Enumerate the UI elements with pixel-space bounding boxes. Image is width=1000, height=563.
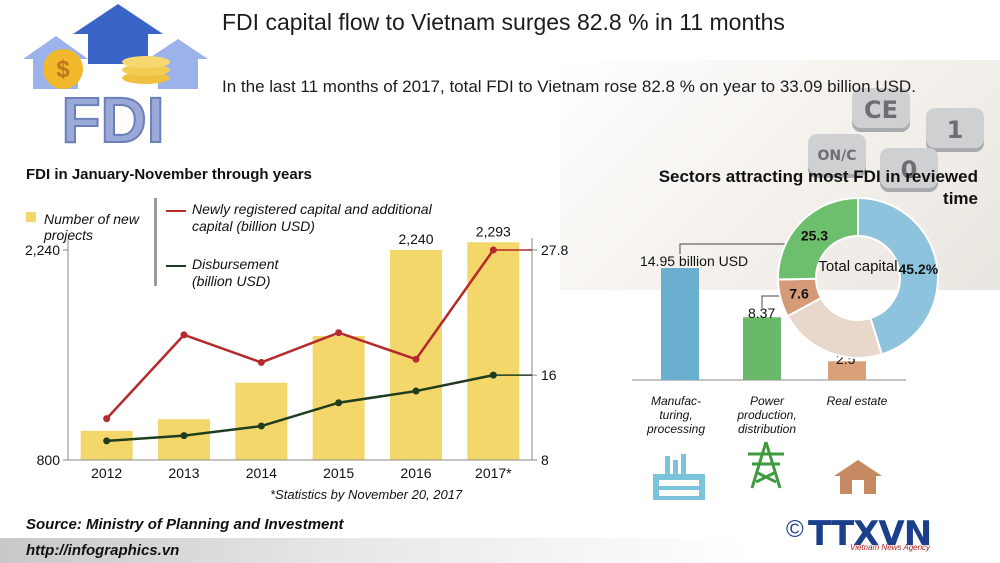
right-tick-label-2: 27.8	[541, 242, 568, 258]
copyright-icon: ©	[786, 516, 804, 543]
x-tick-label-1: 2013	[168, 465, 199, 481]
donut-slice-3	[777, 196, 859, 281]
x-tick-label-4: 2016	[400, 465, 431, 481]
sector-label-manufacturing: Manufac-turing, processing	[646, 394, 706, 436]
agency-subtitle: Vietnam News Agency	[850, 543, 931, 552]
left-tick-label-1: 2,240	[25, 242, 60, 258]
svg-text:$: $	[56, 56, 70, 83]
calculator-key: CE	[852, 88, 910, 132]
house-icon	[834, 460, 882, 494]
arrow-up-icon	[73, 4, 163, 64]
chart-footnote: *Statistics by November 20, 2017	[270, 487, 463, 502]
x-tick-label-3: 2015	[323, 465, 354, 481]
donut-slice-label-2: 7.6	[789, 286, 809, 302]
legend-label-disbursement: Disbursement (billion USD)	[192, 256, 279, 289]
sector-bar-0	[661, 268, 699, 380]
left-tick-label-0: 800	[37, 452, 61, 468]
line-point-1-0	[103, 415, 111, 423]
bar-label-4: 2,240	[398, 231, 433, 247]
donut-center-label: Total capital	[818, 258, 898, 275]
legend-swatch-projects	[26, 212, 36, 222]
line-point-2-1	[180, 432, 188, 440]
donut-slice-label-3: 25.3	[801, 227, 828, 243]
x-tick-label-2: 2014	[246, 465, 277, 481]
line-point-2-3	[335, 399, 343, 407]
bar-projects-0	[80, 430, 133, 460]
sector-label-power: Power production, distribution	[737, 394, 797, 436]
power-tower-icon	[748, 441, 784, 489]
x-tick-label-0: 2012	[91, 465, 122, 481]
sector-label-realestate: Real estate	[826, 394, 888, 408]
sector-value-label-1: 8.37	[748, 305, 775, 321]
bar-projects-5	[467, 242, 520, 460]
line-point-2-2	[257, 422, 265, 430]
calculator-key: ON/C	[808, 134, 866, 178]
bar-projects-4	[390, 250, 442, 460]
bar-projects-1	[158, 419, 210, 460]
chart-title: FDI in January-November through years	[26, 166, 312, 183]
legend-line-disbursement	[166, 265, 186, 267]
line-point-2-0	[103, 437, 111, 445]
fdi-logo: $ FDI	[23, 4, 208, 154]
donut-slice-label-0: 45.2%	[898, 261, 938, 277]
line-point-1-1	[180, 331, 188, 339]
agency-logo: TTXVN	[808, 514, 932, 554]
page-subtitle: In the last 11 months of 2017, total FDI…	[222, 77, 916, 96]
leader-manufacturing	[679, 243, 810, 254]
line-point-1-3	[335, 329, 343, 337]
sector-chart-title: Sectors attracting most FDI in reviewed …	[658, 167, 978, 208]
dollar-coin-icon	[43, 49, 83, 89]
line-point-2-4	[412, 387, 420, 395]
logo-text: FDI	[61, 84, 164, 154]
right-tick-label-1: 16	[541, 367, 557, 383]
sector-bar-1	[743, 317, 781, 380]
legend-divider	[154, 198, 157, 286]
sector-value-label-0: 14.95 billion USD	[640, 253, 748, 269]
bar-projects-3	[312, 336, 365, 460]
donut-slice-0	[857, 196, 939, 356]
calculator-key: 1	[926, 108, 984, 152]
calculator-key: 0	[880, 148, 938, 192]
source-text: Source: Ministry of Planning and Investm…	[26, 516, 344, 533]
line-series-1	[105, 249, 495, 420]
line-point-1-2	[257, 358, 265, 366]
line-point-1-4	[412, 355, 420, 363]
legend-line-registered	[166, 210, 186, 212]
legend-label-projects: Number of new projects	[44, 211, 139, 243]
line-series-2	[106, 373, 494, 443]
x-tick-label-5: 2017*	[475, 465, 512, 481]
sector-bar-2	[828, 361, 866, 380]
right-tick-label-0: 8	[541, 452, 549, 468]
bar-label-5: 2,293	[476, 223, 511, 239]
footer-url[interactable]: http://infographics.vn	[26, 542, 180, 559]
footer-bar	[0, 538, 1000, 563]
legend-label-registered: Newly registered capital and additional …	[192, 201, 432, 234]
page-title: FDI capital flow to Vietnam surges 82.8 …	[222, 9, 785, 35]
factory-icon	[653, 454, 705, 500]
